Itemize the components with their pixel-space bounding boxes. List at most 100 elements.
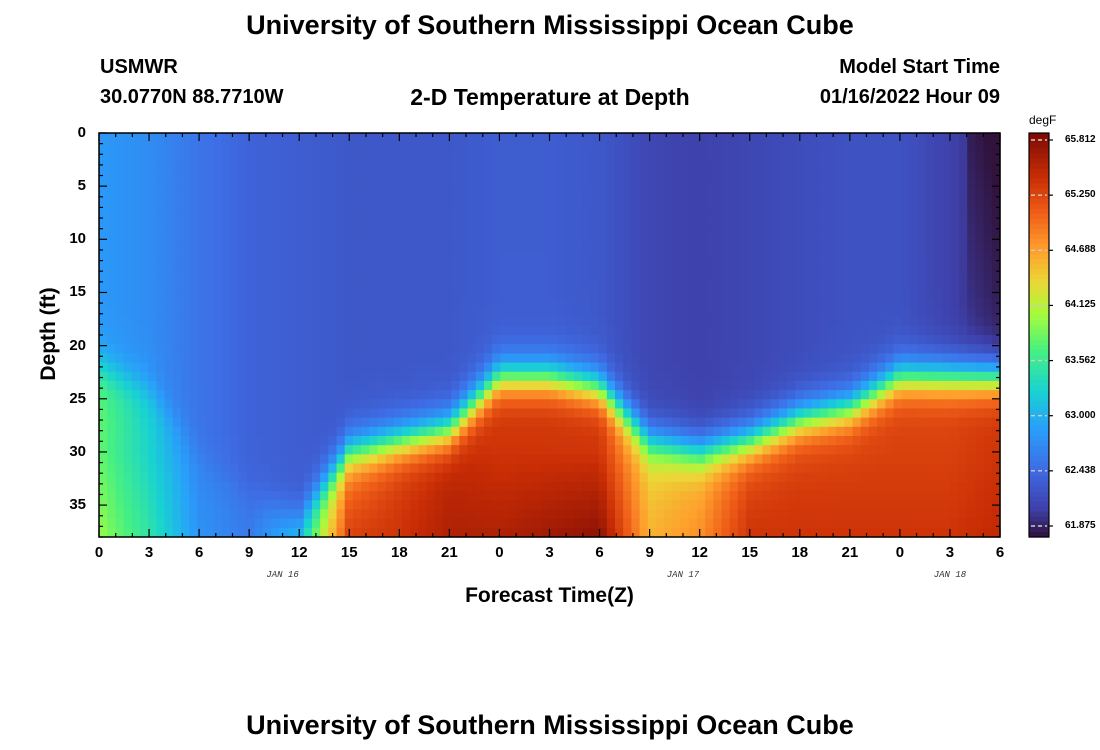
heatmap-cell bbox=[729, 408, 739, 419]
heatmap-cell bbox=[369, 243, 379, 253]
heatmap-cell bbox=[271, 160, 280, 171]
heatmap-cell bbox=[246, 335, 256, 345]
heatmap-cell bbox=[565, 279, 575, 290]
heatmap-cell bbox=[836, 133, 845, 143]
heatmap-cell bbox=[320, 472, 329, 483]
heatmap-cell bbox=[295, 335, 305, 345]
heatmap-cell bbox=[483, 481, 493, 492]
heatmap-cell bbox=[205, 518, 215, 529]
heatmap-cell bbox=[983, 335, 993, 345]
heatmap-cell bbox=[827, 188, 837, 198]
heatmap-cell bbox=[213, 371, 223, 382]
heatmap-cell bbox=[492, 252, 501, 263]
heatmap-cell bbox=[688, 307, 698, 318]
heatmap-cell bbox=[230, 380, 239, 391]
heatmap-cell bbox=[647, 463, 657, 474]
heatmap-cell bbox=[827, 518, 837, 529]
heatmap-cell bbox=[238, 371, 248, 382]
heatmap-cell bbox=[713, 491, 723, 501]
heatmap-cell bbox=[311, 344, 321, 354]
heatmap-cell bbox=[991, 426, 1001, 437]
heatmap-cell bbox=[819, 133, 829, 143]
heatmap-cell bbox=[352, 344, 362, 354]
heatmap-cell bbox=[443, 178, 452, 189]
heatmap-cell bbox=[877, 142, 886, 152]
heatmap-cell bbox=[262, 362, 272, 373]
heatmap-cell bbox=[443, 472, 452, 483]
heatmap-cell bbox=[655, 270, 665, 281]
heatmap-cell bbox=[115, 307, 125, 318]
heatmap-cell bbox=[221, 252, 231, 263]
heatmap-cell bbox=[418, 445, 428, 455]
heatmap-cell bbox=[647, 160, 657, 171]
heatmap-cell bbox=[344, 371, 354, 382]
heatmap-cell bbox=[975, 445, 985, 455]
heatmap-cell bbox=[926, 160, 936, 171]
heatmap-cell bbox=[197, 307, 207, 318]
heatmap-cell bbox=[844, 344, 854, 354]
heatmap-cell bbox=[680, 215, 690, 226]
heatmap-cell bbox=[827, 206, 837, 217]
heatmap-cell bbox=[705, 472, 714, 483]
heatmap-cell bbox=[434, 151, 444, 162]
heatmap-cell bbox=[655, 133, 665, 143]
heatmap-cell bbox=[533, 362, 542, 373]
heatmap-cell bbox=[320, 307, 329, 318]
heatmap-cell bbox=[172, 151, 182, 162]
heatmap-cell bbox=[377, 417, 387, 428]
heatmap-cell bbox=[393, 169, 403, 180]
heatmap-cell bbox=[164, 252, 174, 263]
heatmap-cell bbox=[524, 234, 534, 244]
heatmap-cell bbox=[795, 178, 805, 189]
heatmap-cell bbox=[844, 234, 854, 244]
heatmap-cell bbox=[729, 206, 739, 217]
heatmap-cell bbox=[664, 426, 673, 437]
heatmap-cell bbox=[467, 160, 477, 171]
heatmap-cell bbox=[893, 234, 903, 244]
heatmap-cell bbox=[737, 353, 747, 364]
heatmap-cell bbox=[901, 316, 911, 327]
heatmap-cell bbox=[524, 279, 534, 290]
heatmap-cell bbox=[713, 417, 723, 428]
heatmap-cell bbox=[426, 463, 436, 474]
heatmap-cell bbox=[598, 335, 608, 345]
heatmap-cell bbox=[180, 390, 190, 400]
heatmap-cell bbox=[139, 335, 149, 345]
heatmap-cell bbox=[606, 142, 616, 152]
heatmap-cell bbox=[205, 445, 215, 455]
heatmap-cell bbox=[729, 426, 739, 437]
heatmap-cell bbox=[664, 215, 673, 226]
heatmap-cell bbox=[533, 160, 542, 171]
heatmap-cell bbox=[393, 215, 403, 226]
heatmap-cell bbox=[606, 206, 616, 217]
heatmap-cell bbox=[508, 408, 518, 419]
heatmap-cell bbox=[434, 206, 444, 217]
heatmap-cell bbox=[344, 445, 354, 455]
heatmap-cell bbox=[868, 509, 878, 520]
heatmap-cell bbox=[549, 307, 559, 318]
heatmap-cell bbox=[795, 408, 805, 419]
heatmap-cell bbox=[303, 454, 313, 465]
heatmap-cell bbox=[524, 270, 534, 281]
heatmap-cell bbox=[827, 197, 837, 208]
heatmap-cell bbox=[139, 491, 149, 501]
heatmap-cell bbox=[590, 362, 600, 373]
heatmap-cell bbox=[582, 279, 592, 290]
heatmap-cell bbox=[696, 436, 706, 446]
heatmap-cell bbox=[483, 325, 493, 336]
heatmap-cell bbox=[901, 500, 911, 511]
heatmap-cell bbox=[942, 261, 952, 272]
heatmap-cell bbox=[533, 133, 542, 143]
heatmap-cell bbox=[508, 445, 518, 455]
heatmap-cell bbox=[279, 408, 288, 419]
heatmap-cell bbox=[164, 509, 174, 520]
heatmap-cell bbox=[983, 371, 993, 382]
heatmap-cell bbox=[967, 527, 977, 538]
heatmap-cell bbox=[99, 436, 108, 446]
heatmap-cell bbox=[328, 215, 338, 226]
heatmap-cell bbox=[582, 426, 592, 437]
heatmap-cell bbox=[893, 481, 903, 492]
heatmap-cell bbox=[410, 307, 420, 318]
heatmap-cell bbox=[279, 353, 288, 364]
heatmap-cell bbox=[688, 509, 698, 520]
